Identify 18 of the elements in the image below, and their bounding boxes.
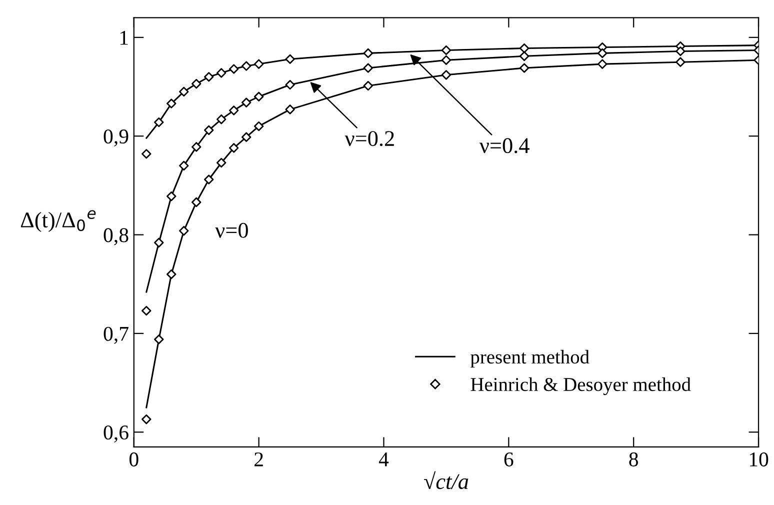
- x-tick-label: 8: [629, 452, 638, 466]
- y-tick-label: 1: [120, 30, 128, 45]
- x-tick-label: 4: [378, 452, 389, 466]
- annotation: ν=0.4: [479, 138, 530, 154]
- y-tick-label: 0,9: [104, 129, 128, 147]
- x-tick-label: 2: [254, 452, 263, 466]
- x-axis-title: √ct/a: [424, 471, 468, 490]
- y-tick-label: 0,7: [104, 326, 128, 344]
- x-tick-label: 0: [129, 452, 138, 466]
- x-tick-label: 6: [504, 452, 514, 466]
- legend-label: Heinrich & Desoyer method: [470, 377, 691, 396]
- y-tick-label: 0,8: [104, 228, 128, 246]
- annotation: ν=0.2: [344, 131, 394, 146]
- y-tick-label: 0,6: [104, 425, 128, 443]
- annotation: ν=0: [215, 222, 248, 238]
- legend-label: present method: [470, 350, 590, 368]
- x-tick-label: 10: [750, 452, 768, 466]
- y-axis-title: Δ(t)/Δ$_{0}$$^{e}$: [20, 210, 96, 232]
